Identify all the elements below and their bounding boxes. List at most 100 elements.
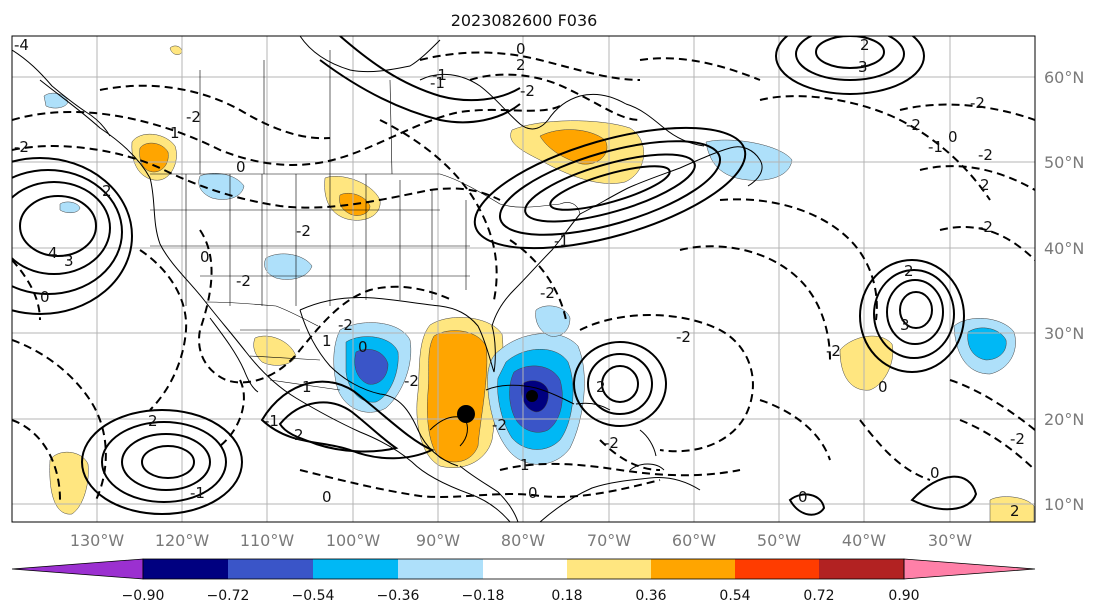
contour-neg-7 <box>12 419 61 501</box>
lon-label: 40°W <box>842 531 886 550</box>
lon-label: 110°W <box>240 531 295 550</box>
contour-pos-epac-4 <box>141 445 195 479</box>
contour-neg-24 <box>509 239 567 321</box>
contour-label: 2 <box>980 176 990 194</box>
contour-label: -1 <box>432 66 447 84</box>
contour-label: 0 <box>322 488 332 506</box>
colorbar-segment <box>651 559 735 579</box>
colorbar-tick-label: 0.18 <box>551 588 582 604</box>
contour-label: 2 <box>596 378 606 396</box>
contour-pos-northeast-4 <box>549 165 671 211</box>
contour-label: 0 <box>358 338 368 356</box>
contour-pos-atlantic-3 <box>886 279 944 345</box>
contour-label: 0 <box>878 378 888 396</box>
contour-pos-gulf-2 <box>278 401 399 453</box>
contour-neg-13 <box>759 95 991 201</box>
lat-label: 10°N <box>1044 495 1084 514</box>
contour-neg-2 <box>12 145 501 209</box>
contour-neg-21 <box>469 73 641 121</box>
coast-s-america <box>539 477 701 522</box>
colorbar-segment <box>313 559 398 579</box>
colorbar-tick-label: 0.54 <box>719 588 750 604</box>
contour-neg-18 <box>959 419 1035 471</box>
latitude-labels: 60°N 50°N 40°N 30°N 20°N 10°N <box>1044 68 1084 514</box>
colorbar-segment <box>567 559 651 579</box>
lat-label: 20°N <box>1044 410 1084 429</box>
contour-neg-16 <box>939 226 1035 261</box>
contour-label: 2 <box>102 182 112 200</box>
contour-label: -2 <box>978 146 993 164</box>
contour-label: -2 <box>338 316 353 334</box>
contour-label: -2 <box>540 284 555 302</box>
coast-central-am <box>459 465 519 522</box>
contour-neg-19 <box>859 419 931 481</box>
contour-label: 0 <box>200 248 210 266</box>
colorbar-segment <box>398 559 483 579</box>
colorbar-extend-low <box>11 558 144 580</box>
lon-label: 100°W <box>326 531 381 550</box>
contour-label: -2 <box>970 94 985 112</box>
colorbar-tick-label: −0.72 <box>207 588 250 604</box>
contour-label: 1 <box>520 456 530 474</box>
lat-label: 40°N <box>1044 239 1084 258</box>
contour-pos-epac-3 <box>121 433 211 491</box>
contour-label: -1 <box>190 484 205 502</box>
coast-caribbean-islands <box>629 429 665 471</box>
coast-baja <box>209 317 259 393</box>
colorbar-tick-label: 0.90 <box>888 588 919 604</box>
contour-label: -2 <box>676 328 691 346</box>
coast-alaska-pan <box>12 49 111 137</box>
contour-label: -2 <box>186 108 201 126</box>
lon-label: 50°W <box>757 531 801 550</box>
contour-pos-gulf-1 <box>260 380 435 460</box>
lon-label: 90°W <box>416 531 460 550</box>
contour-label: 2 <box>516 56 526 74</box>
coast-northeast <box>579 146 763 215</box>
contour-label: 0 <box>528 484 538 502</box>
border-canada-prov <box>199 50 393 175</box>
political-borders <box>150 50 581 391</box>
colorbar-segment <box>735 559 819 579</box>
contour-label: 1 <box>170 124 180 142</box>
contour-neg-3 <box>99 84 331 140</box>
contour-label: -1 <box>264 412 279 430</box>
colorbar-extend-high <box>903 558 1036 580</box>
lat-label: 30°N <box>1044 324 1084 343</box>
colorbar-tick-label: 0.36 <box>635 588 666 604</box>
coast-mexico-gulf <box>299 309 459 467</box>
contour-pos-north-3 <box>815 36 885 69</box>
contour-label: -2 <box>906 116 921 134</box>
colorbar-frame <box>142 558 905 580</box>
shade-mid-blue-spot <box>59 201 81 213</box>
lat-label: 60°N <box>1044 68 1084 87</box>
colorbar-tick-label: 0.72 <box>803 588 834 604</box>
contour-pos-pacific-3 <box>12 181 111 275</box>
contour-label: -2 <box>236 272 251 290</box>
contour-labels: -4 -2 1 -2 0 2 4 3 0 -1 -2 2 0 -2 2 3 -2… <box>14 36 1025 520</box>
shade-labrador-blue <box>705 139 793 181</box>
contour-neg-22 <box>419 51 641 81</box>
contour-neg-8 <box>299 469 661 498</box>
coast-cuba <box>485 384 575 405</box>
contour-label: 2 <box>294 426 304 444</box>
contour-label: -2 <box>296 222 311 240</box>
shade-pacific-nw-core <box>139 142 169 173</box>
contour-neg-25 <box>219 379 245 447</box>
coast-arctic <box>299 36 441 73</box>
map-panel: -4 -2 1 -2 0 2 4 3 0 -1 -2 2 0 -2 2 3 -2… <box>11 35 1084 550</box>
contour-label: 2 <box>1010 502 1020 520</box>
contour-neg-10 <box>579 314 754 453</box>
border-states-cols <box>185 174 467 306</box>
contour-neg-4 <box>198 229 453 384</box>
contour-neg-20 <box>379 119 498 301</box>
contour-label: 1 <box>322 332 332 350</box>
colorbar-tick-label: −0.36 <box>377 588 420 604</box>
contour-label: 2 <box>148 412 158 430</box>
shade-atlantic-yellow <box>839 335 894 391</box>
contour-label: 0 <box>930 464 940 482</box>
storm-center-marker <box>457 405 475 423</box>
lon-label: 120°W <box>155 531 210 550</box>
lon-label: 30°W <box>928 531 972 550</box>
contour-pos-north-2 <box>795 36 905 81</box>
